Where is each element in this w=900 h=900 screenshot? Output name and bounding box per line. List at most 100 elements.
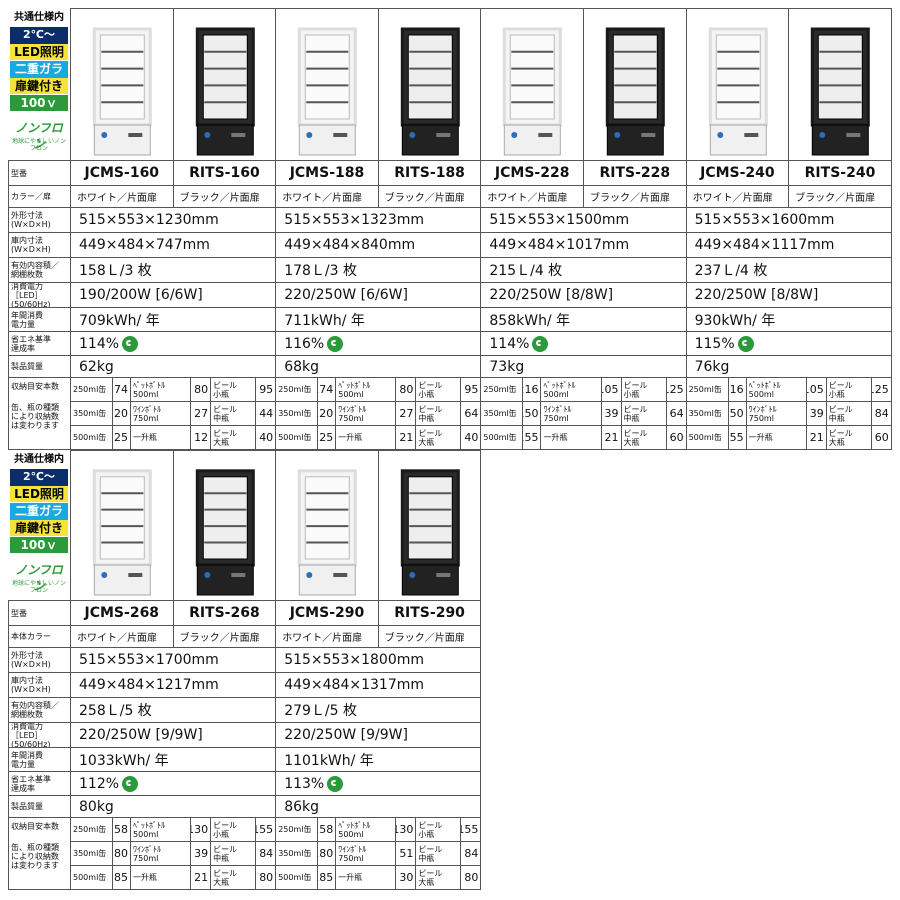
storage-count: 21 (600, 425, 622, 450)
model-name: JCMS-268 (70, 600, 174, 626)
container-type: ビール 小瓶 (210, 817, 257, 842)
container-type: 500ml缶 (480, 425, 524, 450)
storage-count: 105 (805, 377, 827, 402)
showcase-part (409, 572, 416, 578)
spec-value: 515×553×1800mm (284, 652, 424, 668)
spec-volume: 178Ｌ/3 枚 (275, 257, 482, 283)
spec-power: 190/200W [6/6W] (70, 282, 277, 308)
model-name: JCMS-160 (70, 160, 174, 186)
storage-count: 27 (190, 401, 212, 426)
spec-value: 76kg (694, 358, 730, 375)
product-image (480, 8, 584, 161)
spec-value: 279Ｌ/5 枚 (284, 703, 357, 719)
spec-energy: 1033kWh/ 年 (70, 747, 277, 772)
container-type: 一升瓶 (130, 865, 192, 890)
container-type: ビール 大瓶 (415, 865, 462, 890)
storage-count: 64 (460, 401, 482, 426)
storage-count: 80 (460, 865, 482, 890)
container-type: ﾍﾟｯﾄﾎﾞﾄﾙ 500ml (745, 377, 807, 402)
container-type: 350ml缶 (70, 401, 114, 426)
spec-value: 858kWh/ 年 (489, 312, 571, 329)
showcase-part (99, 34, 145, 120)
spec-volume: 258Ｌ/5 枚 (70, 697, 277, 723)
spec-power: 220/250W [9/9W] (275, 722, 482, 748)
showcase-part (709, 124, 767, 156)
spec-power: 220/250W [6/6W] (275, 282, 482, 308)
model-color: ブラック／片面扉 (172, 185, 277, 208)
row-label: 庫内寸法 (W×D×H) (8, 232, 71, 258)
spec-value: 215Ｌ/4 枚 (489, 263, 563, 279)
spec-value: 190/200W [6/6W] (79, 287, 203, 303)
showcase-part (743, 133, 758, 137)
product-image (377, 450, 482, 601)
spec-efficiency: 112% (70, 771, 277, 796)
container-type: 一升瓶 (130, 425, 192, 450)
showcase-part (230, 573, 245, 577)
showcase (195, 469, 255, 596)
spec-value: 515×553×1600mm (694, 212, 835, 228)
eco-note: 地球にやさしいノンフロン (11, 138, 66, 152)
spec-inner: 449×484×1317mm (275, 672, 482, 698)
container-type: ﾜｲﾝﾎﾞﾄﾙ 750ml (745, 401, 807, 426)
spec-value: 220/250W [8/8W] (489, 287, 614, 303)
showcase-part (606, 124, 664, 156)
spec-weight: 68kg (275, 355, 482, 378)
showcase (605, 27, 665, 156)
showcase-part (304, 476, 350, 560)
model-name: JCMS-188 (275, 160, 379, 186)
spec-outer: 515×553×1230mm (70, 207, 277, 233)
storage-label: 収納目安本数 缶、瓶の種類 により収納数 は変わります (8, 817, 71, 890)
container-type: ﾜｲﾝﾎﾞﾄﾙ 750ml (335, 841, 397, 866)
model-name: RITS-228 (583, 160, 687, 186)
storage-count: 95 (255, 377, 277, 402)
container-type: ビール 小瓶 (620, 377, 667, 402)
container-type: ﾍﾟｯﾄﾎﾞﾄﾙ 500ml (335, 377, 397, 402)
spec-value: 220/250W [9/9W] (79, 727, 203, 743)
container-type: ビール 小瓶 (825, 377, 872, 402)
showcase-part (298, 124, 356, 156)
storage-count: 120 (112, 401, 132, 426)
container-type: 250ml缶 (480, 377, 524, 402)
row-label: 型番 (8, 600, 71, 626)
showcase-part (504, 124, 562, 156)
product-image (788, 8, 892, 161)
spec-energy: 709kWh/ 年 (70, 307, 277, 332)
container-type: ビール 大瓶 (210, 865, 257, 890)
spec-volume: 279Ｌ/5 枚 (275, 697, 482, 723)
container-type: ビール 中瓶 (415, 841, 462, 866)
storage-count: 39 (805, 401, 827, 426)
storage-count: 216 (522, 377, 542, 402)
row-label: 庫内寸法 (W×D×H) (8, 672, 71, 698)
storage-count: 51 (395, 841, 417, 866)
spec-value: 1033kWh/ 年 (79, 752, 169, 769)
showcase-part (128, 573, 143, 577)
storage-count: 80 (395, 377, 417, 402)
model-name: JCMS-240 (685, 160, 790, 186)
badge: 100ｖ (10, 537, 68, 553)
storage-count: 39 (190, 841, 212, 866)
spec-outer: 515×553×1323mm (275, 207, 482, 233)
showcase-part (819, 132, 826, 138)
storage-count: 95 (460, 377, 482, 402)
container-type: ビール 大瓶 (620, 425, 667, 450)
spec-value: 158Ｌ/3 枚 (79, 263, 152, 279)
spec-efficiency: 114% (480, 331, 687, 356)
storage-count: 84 (870, 401, 892, 426)
container-type: ﾍﾟｯﾄﾎﾞﾄﾙ 500ml (130, 377, 192, 402)
row-label: 年間消費 電力量 (8, 307, 71, 332)
storage-count: 125 (112, 425, 132, 450)
showcase-part (202, 34, 248, 120)
storage-count: 105 (600, 377, 622, 402)
spec-value: 62kg (79, 358, 114, 375)
storage-note: 缶、瓶の種類 により収納数 は変わります (11, 843, 59, 870)
container-type: ビール 中瓶 (825, 401, 872, 426)
product-image (275, 450, 379, 601)
model-name: JCMS-228 (480, 160, 584, 186)
spec-power: 220/250W [8/8W] (685, 282, 892, 308)
spec-value: 1101kWh/ 年 (284, 752, 374, 769)
storage-count: 40 (255, 425, 277, 450)
showcase (503, 27, 563, 156)
spec-efficiency: 113% (275, 771, 482, 796)
spec-value: 68kg (284, 358, 319, 375)
row-label: 製品質量 (8, 795, 71, 818)
